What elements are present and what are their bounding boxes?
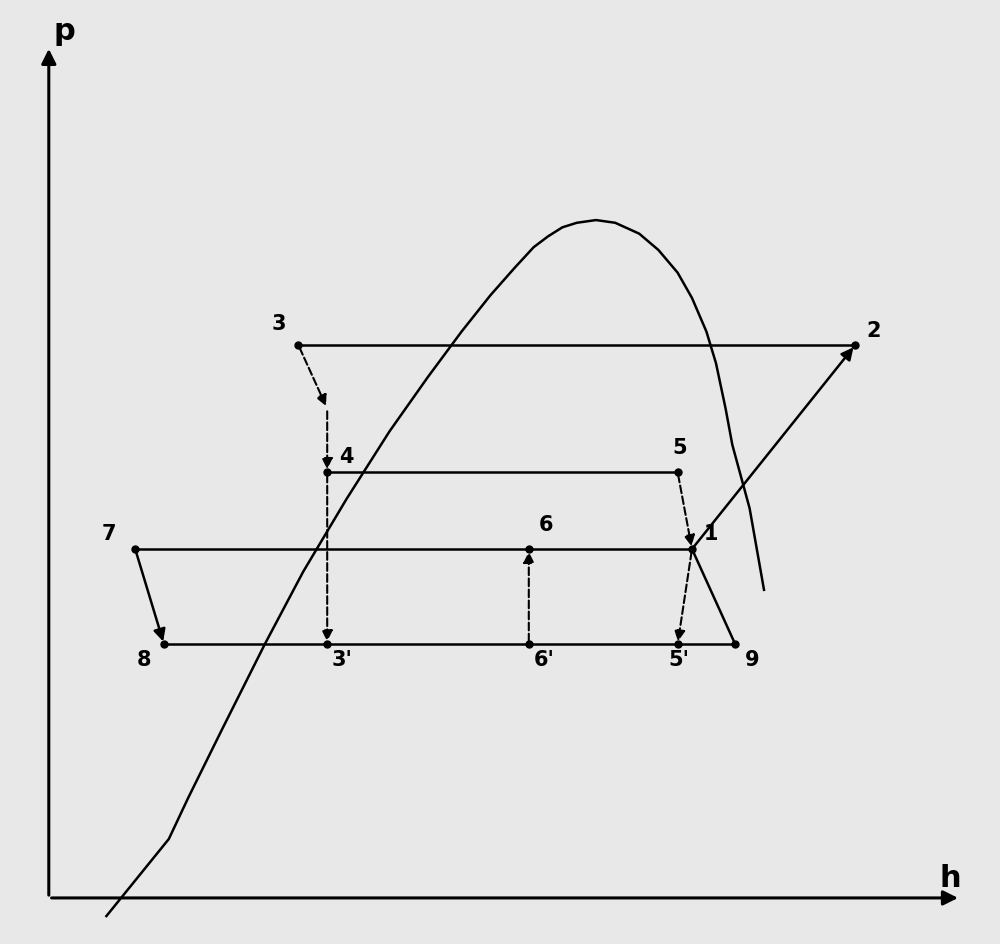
Text: 2: 2 xyxy=(867,321,881,341)
Text: 8: 8 xyxy=(137,649,152,669)
Text: h: h xyxy=(939,865,961,893)
Text: 3': 3' xyxy=(332,649,353,669)
Text: 6': 6' xyxy=(534,649,554,669)
Text: 6: 6 xyxy=(538,515,553,535)
Text: p: p xyxy=(54,17,75,46)
Text: 7: 7 xyxy=(102,525,116,545)
Text: 5: 5 xyxy=(673,438,687,459)
Text: 4: 4 xyxy=(339,447,353,467)
Text: 9: 9 xyxy=(745,649,759,669)
Text: 3: 3 xyxy=(272,314,286,334)
Text: 5': 5' xyxy=(668,649,689,669)
Text: 1: 1 xyxy=(704,525,718,545)
